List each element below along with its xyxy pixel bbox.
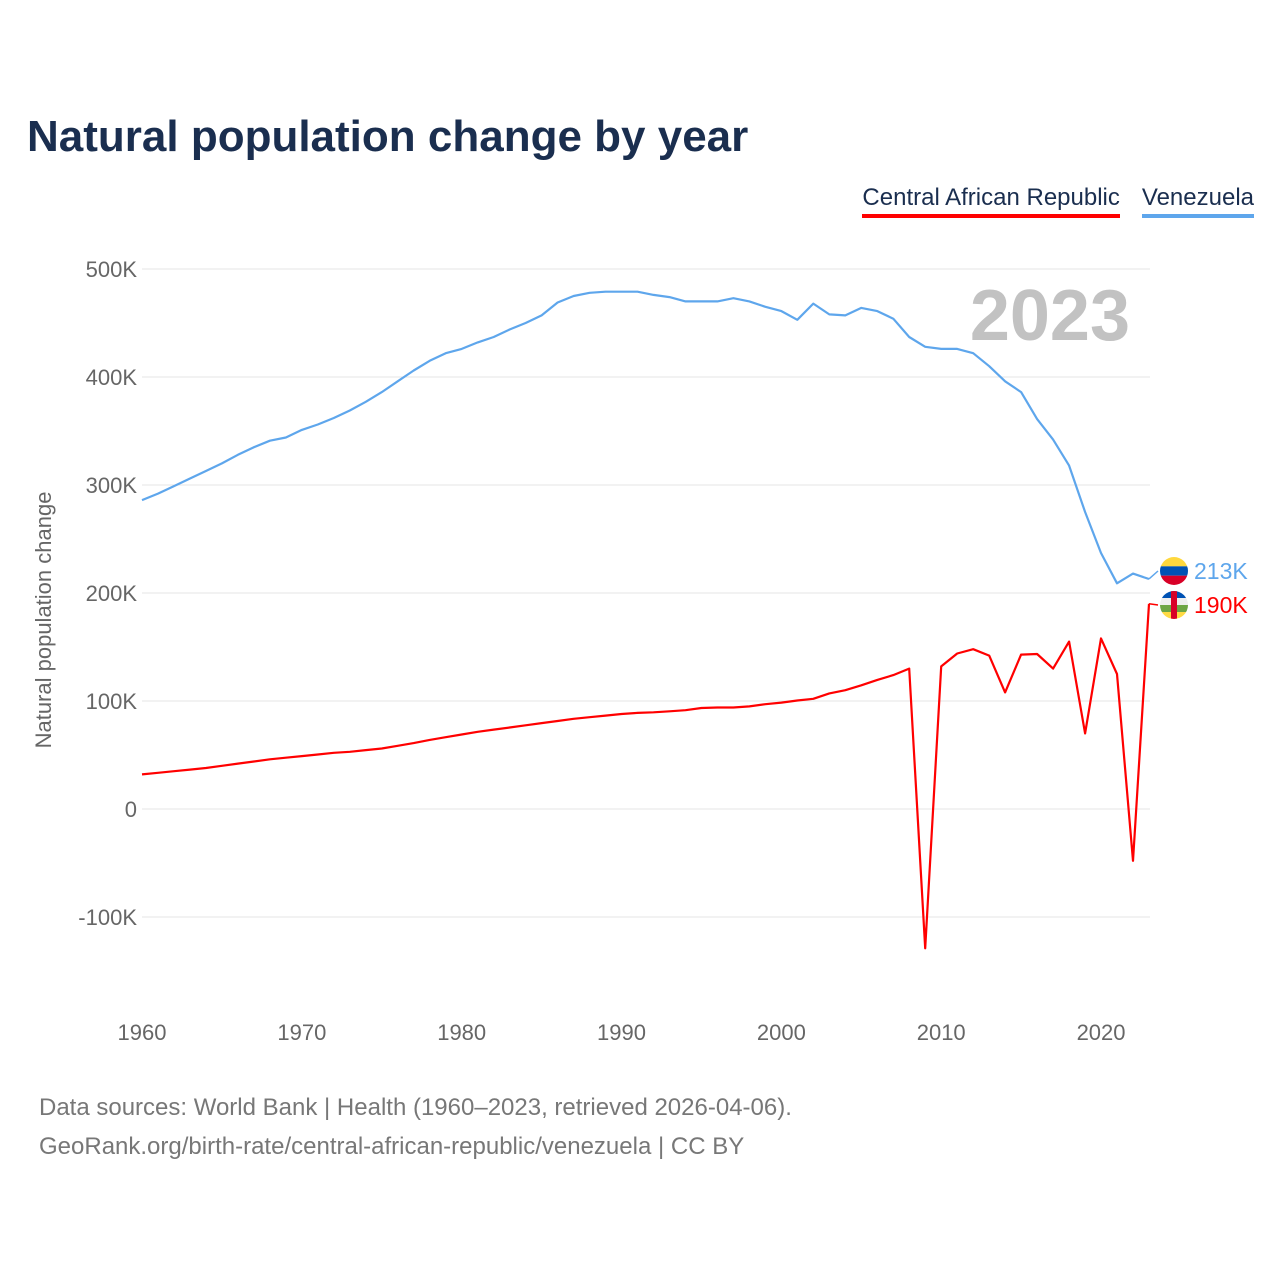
- y-tick-label: 300K: [86, 473, 138, 498]
- legend-item-central-african-republic[interactable]: Central African Republic: [862, 184, 1120, 218]
- central-african-republic-flag-icon: [1160, 591, 1188, 619]
- venezuela-flag-icon: [1160, 557, 1188, 585]
- y-tick-label: 0: [125, 797, 137, 822]
- x-tick-label: 1960: [118, 1020, 167, 1045]
- x-tick-label: 2000: [757, 1020, 806, 1045]
- x-tick-label: 2010: [917, 1020, 966, 1045]
- x-tick-label: 1990: [597, 1020, 646, 1045]
- legend: Central African Republic Venezuela: [862, 184, 1254, 218]
- y-axis-label: Natural population change: [31, 492, 56, 749]
- year-watermark: 2023: [970, 276, 1130, 356]
- end-connector: [1148, 603, 1159, 606]
- data-source-text: Data sources: World Bank | Health (1960–…: [39, 1094, 792, 1121]
- series-line-venezuela: [141, 290, 1150, 585]
- x-tick-label: 1980: [437, 1020, 486, 1045]
- footer: Data sources: World Bank | Health (1960–…: [39, 1088, 792, 1166]
- y-tick-label: 100K: [86, 689, 138, 714]
- source-link[interactable]: GeoRank.org/birth-rate/central-african-r…: [39, 1133, 745, 1160]
- y-tick-label: 500K: [86, 257, 138, 282]
- series-line-central-african-republic: [141, 603, 1151, 950]
- y-tick-label: -100K: [78, 905, 137, 930]
- legend-item-venezuela[interactable]: Venezuela: [1141, 184, 1254, 218]
- end-connector: [1148, 570, 1159, 580]
- x-tick-label: 1970: [277, 1020, 326, 1045]
- y-tick-label: 400K: [86, 365, 138, 390]
- end-value-label: 190K: [1194, 592, 1248, 618]
- end-value-label: 213K: [1194, 558, 1248, 584]
- y-tick-label: 200K: [86, 581, 138, 606]
- x-tick-label: 2020: [1077, 1020, 1126, 1045]
- chart-title: Natural population change by year: [27, 112, 749, 161]
